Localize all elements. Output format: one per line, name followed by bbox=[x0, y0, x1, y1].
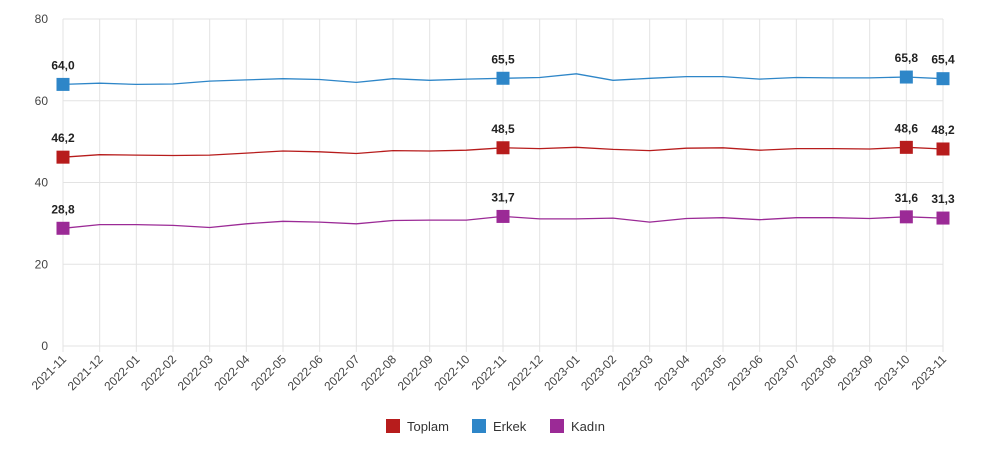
x-tick-label: 2023-08 bbox=[798, 352, 839, 393]
data-label: 65,5 bbox=[491, 52, 515, 66]
data-label: 48,2 bbox=[931, 123, 955, 137]
x-tick-label: 2022-12 bbox=[505, 352, 546, 393]
x-tick-label: 2023-09 bbox=[835, 352, 876, 393]
x-tick-label: 2022-10 bbox=[431, 352, 472, 393]
data-label: 65,4 bbox=[931, 53, 955, 67]
x-tick-label: 2021-11 bbox=[29, 352, 70, 393]
x-tick-label: 2023-03 bbox=[615, 352, 656, 393]
x-tick-label: 2021-12 bbox=[65, 352, 106, 393]
y-tick-label: 0 bbox=[41, 339, 48, 353]
data-point-marker[interactable] bbox=[899, 70, 913, 84]
x-tick-label: 2023-06 bbox=[725, 352, 766, 393]
legend-label: Erkek bbox=[493, 419, 527, 434]
x-tick-label: 2022-06 bbox=[285, 352, 326, 393]
x-tick-label: 2023-05 bbox=[688, 352, 729, 393]
data-point-marker[interactable] bbox=[496, 71, 510, 85]
data-point-marker[interactable] bbox=[496, 209, 510, 223]
y-tick-label: 20 bbox=[35, 257, 49, 271]
series-layer bbox=[56, 70, 950, 235]
data-label: 48,5 bbox=[491, 122, 515, 136]
x-tick-label: 2022-09 bbox=[395, 352, 436, 393]
legend-item-toplam[interactable]: Toplam bbox=[386, 419, 449, 434]
data-label: 46,2 bbox=[51, 131, 75, 145]
data-point-marker[interactable] bbox=[899, 210, 913, 224]
data-point-marker[interactable] bbox=[936, 211, 950, 225]
x-tick-label: 2022-05 bbox=[248, 352, 289, 393]
x-tick-label: 2023-04 bbox=[651, 352, 692, 393]
x-tick-label: 2022-02 bbox=[138, 352, 179, 393]
data-label: 31,7 bbox=[491, 190, 515, 204]
data-point-marker[interactable] bbox=[899, 140, 913, 154]
legend-label: Toplam bbox=[407, 419, 449, 434]
y-tick-label: 40 bbox=[35, 176, 49, 190]
data-point-marker[interactable] bbox=[56, 150, 70, 164]
x-tick-label: 2022-07 bbox=[321, 352, 362, 393]
legend-item-erkek[interactable]: Erkek bbox=[472, 419, 527, 434]
x-tick-label: 2022-01 bbox=[101, 352, 142, 393]
data-point-marker[interactable] bbox=[496, 141, 510, 155]
x-tick-label: 2023-10 bbox=[871, 352, 912, 393]
data-label-layer: 46,2 48,5 48,6 48,2 64,0 65,5 65,8 65,4 28,8 31,7… bbox=[51, 51, 955, 216]
legend-swatch bbox=[472, 419, 486, 433]
x-tick-label: 2022-11 bbox=[469, 352, 510, 393]
legend: Toplam Erkek Kadın bbox=[386, 419, 605, 434]
data-label: 31,3 bbox=[931, 192, 955, 206]
y-tick-label: 80 bbox=[35, 12, 49, 26]
data-label: 31,6 bbox=[895, 191, 919, 205]
legend-swatch bbox=[386, 419, 400, 433]
x-tick-label: 2023-02 bbox=[578, 352, 619, 393]
y-tick-label: 60 bbox=[35, 94, 49, 108]
data-point-marker[interactable] bbox=[56, 77, 70, 91]
x-tick-label: 2023-01 bbox=[541, 352, 582, 393]
data-label: 64,0 bbox=[51, 58, 75, 72]
data-label: 28,8 bbox=[51, 202, 75, 216]
axis-layer: 0204060802021-112021-122022-012022-02202… bbox=[29, 12, 950, 393]
legend-item-kadın[interactable]: Kadın bbox=[550, 419, 605, 434]
data-point-marker[interactable] bbox=[936, 72, 950, 86]
grid-layer bbox=[62, 18, 944, 352]
legend-label: Kadın bbox=[571, 419, 605, 434]
data-point-marker[interactable] bbox=[56, 221, 70, 235]
x-tick-label: 2023-07 bbox=[761, 352, 802, 393]
data-label: 65,8 bbox=[895, 51, 919, 65]
data-label: 48,6 bbox=[895, 121, 919, 135]
x-tick-label: 2022-03 bbox=[175, 352, 216, 393]
data-point-marker[interactable] bbox=[936, 142, 950, 156]
legend-swatch bbox=[550, 419, 564, 433]
x-tick-label: 2023-11 bbox=[909, 352, 950, 393]
x-tick-label: 2022-08 bbox=[358, 352, 399, 393]
x-tick-label: 2022-04 bbox=[211, 352, 252, 393]
